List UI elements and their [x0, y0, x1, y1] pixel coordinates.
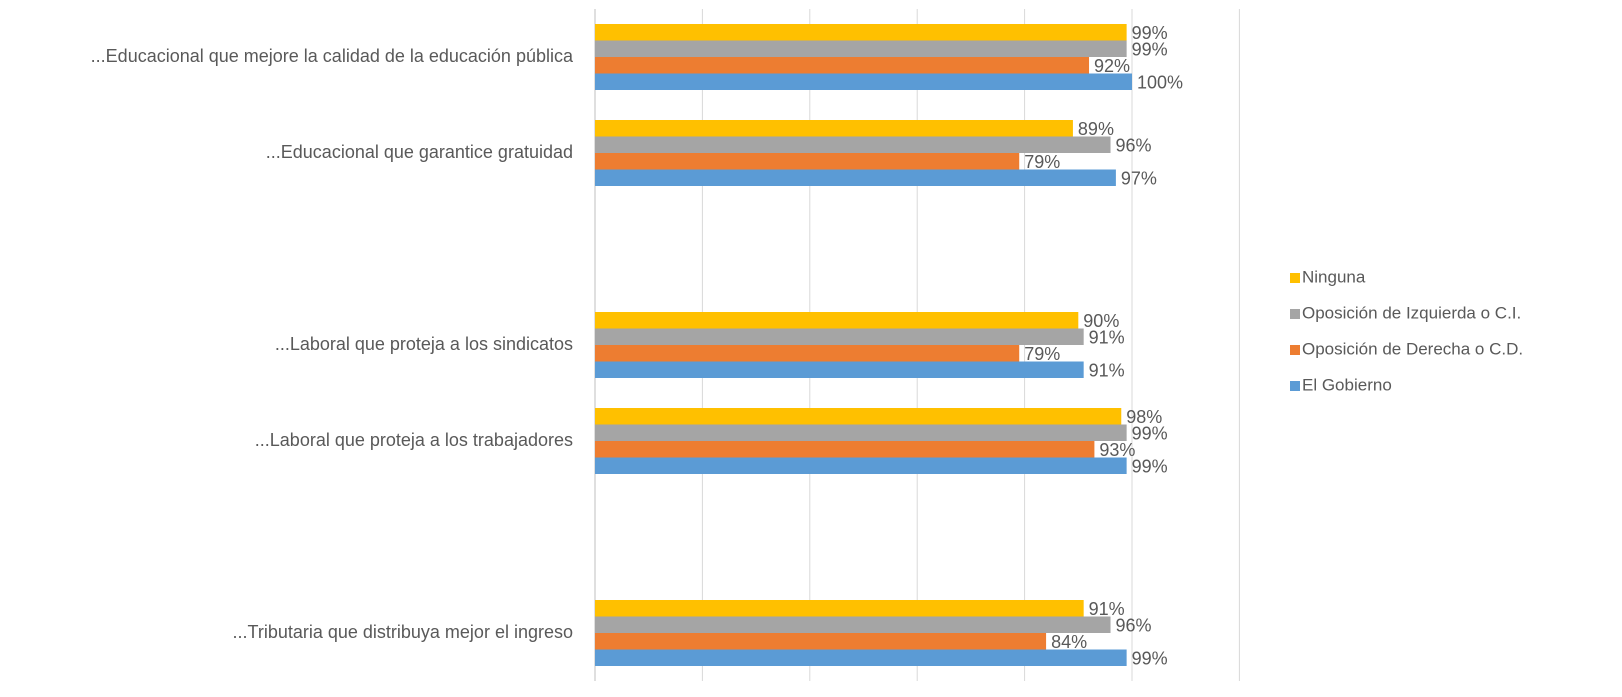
data-label: 89% — [1078, 119, 1114, 139]
category-label: ...Educacional que mejore la calidad de … — [91, 46, 574, 66]
data-label: 99% — [1132, 649, 1168, 669]
category-label: ...Laboral que proteja a los sindicatos — [275, 334, 573, 354]
legend-swatch — [1290, 273, 1300, 283]
data-label: 91% — [1089, 328, 1125, 348]
data-label: 91% — [1089, 361, 1125, 381]
data-label: 90% — [1083, 311, 1119, 331]
legend-label: Oposición de Derecha o C.D. — [1302, 339, 1523, 358]
data-label: 99% — [1132, 457, 1168, 477]
bar — [595, 424, 1127, 441]
bar — [595, 24, 1127, 41]
category-label: ...Laboral que proteja a los trabajadore… — [255, 430, 573, 450]
legend-label: Oposición de Izquierda o C.I. — [1302, 303, 1521, 322]
bar — [595, 312, 1079, 329]
data-label: 79% — [1024, 344, 1060, 364]
bar — [595, 40, 1127, 57]
bar — [595, 73, 1132, 90]
bar — [595, 441, 1095, 458]
data-label: 97% — [1121, 169, 1157, 189]
category-label: ...Tributaria que distribuya mejor el in… — [233, 622, 574, 642]
bar — [595, 633, 1047, 650]
bar — [595, 136, 1111, 153]
category-label: ...Educacional que garantice gratuidad — [266, 142, 573, 162]
data-label: 99% — [1132, 23, 1168, 43]
bar — [595, 153, 1020, 170]
bar — [595, 328, 1084, 345]
bar — [595, 169, 1116, 186]
bar — [595, 457, 1127, 474]
data-label: 96% — [1116, 616, 1152, 636]
data-label: 79% — [1024, 152, 1060, 172]
data-label: 96% — [1116, 136, 1152, 156]
bar — [595, 649, 1127, 666]
bar — [595, 120, 1073, 137]
data-label: 92% — [1094, 56, 1130, 76]
legend-swatch — [1290, 345, 1300, 355]
data-label: 98% — [1126, 407, 1162, 427]
bar — [595, 600, 1084, 617]
legend-label: Ninguna — [1302, 267, 1366, 286]
bar — [595, 361, 1084, 378]
data-label: 99% — [1132, 40, 1168, 60]
legend-label: El Gobierno — [1302, 375, 1392, 394]
legend-swatch — [1290, 381, 1300, 391]
bar — [595, 57, 1090, 74]
data-label: 84% — [1051, 632, 1087, 652]
data-label: 99% — [1132, 424, 1168, 444]
bar — [595, 345, 1020, 362]
bar — [595, 616, 1111, 633]
data-label: 93% — [1099, 440, 1135, 460]
legend-swatch — [1290, 309, 1300, 319]
data-label: 91% — [1089, 599, 1125, 619]
data-label: 100% — [1137, 73, 1183, 93]
bar — [595, 408, 1122, 425]
